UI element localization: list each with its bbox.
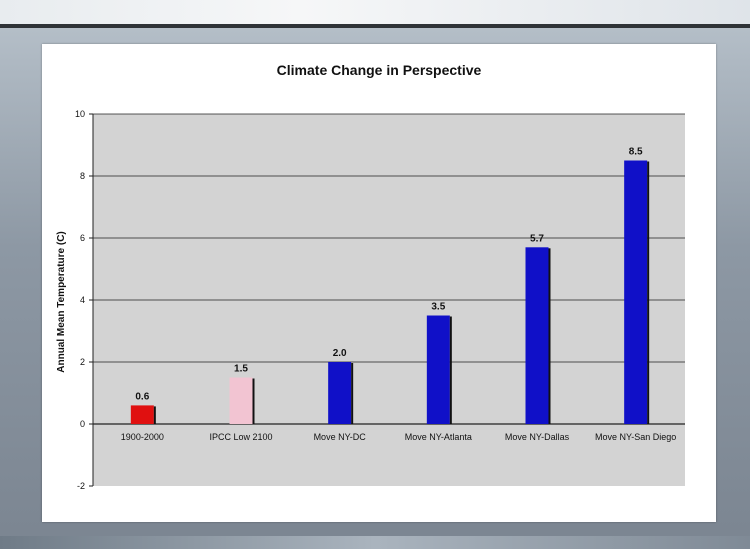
bar: [426, 315, 450, 424]
y-axis-label: Annual Mean Temperature (C): [56, 231, 67, 373]
bar: [624, 160, 648, 424]
slide-bottom-band: [0, 536, 750, 549]
plot-area: -2 0 2 4 6 8 10 0.6 1900-2000 1.5 IPCC Low 2100 2.0…: [75, 109, 685, 491]
bar-value-label: 0.6: [135, 391, 149, 402]
y-tick-label: 0: [80, 419, 85, 429]
bar-value-label: 3.5: [431, 302, 445, 313]
slide-top-rule: [0, 24, 750, 28]
bar-edge: [252, 378, 255, 424]
bar-chart: Climate Change in Perspective -2 0 2 4 6 8 10 0…: [56, 62, 685, 491]
y-tick-label: 2: [80, 357, 85, 367]
bar-edge: [647, 161, 650, 424]
bar: [525, 247, 549, 424]
bar-value-label: 1.5: [234, 364, 248, 375]
x-category-label: 1900-2000: [121, 432, 164, 442]
bar-value-label: 2.0: [333, 348, 347, 359]
y-tick-label: -2: [77, 481, 85, 491]
bar-edge: [153, 406, 156, 424]
bar-value-label: 8.5: [629, 147, 643, 158]
y-tick-label: 4: [80, 295, 85, 305]
y-tick-label: 6: [80, 233, 85, 243]
chart-title: Climate Change in Perspective: [277, 62, 482, 78]
bar-value-label: 5.7: [530, 233, 544, 244]
x-category-label: IPCC Low 2100: [209, 432, 272, 442]
x-category-label: Move NY-Atlanta: [405, 432, 472, 442]
bar-edge: [351, 363, 354, 424]
x-category-label: Move NY-Dallas: [505, 432, 570, 442]
x-category-label: Move NY-DC: [314, 432, 367, 442]
bar: [328, 362, 352, 424]
bar-edge: [449, 316, 452, 424]
x-category-label: Move NY-San Diego: [595, 432, 676, 442]
bar: [229, 377, 253, 424]
slide-top-band: [0, 0, 750, 24]
chart-card: Climate Change in Perspective -2 0 2 4 6 8 10 0…: [42, 44, 716, 522]
bar: [130, 405, 154, 424]
y-tick-label: 10: [75, 109, 85, 119]
y-tick-label: 8: [80, 171, 85, 181]
bar-edge: [548, 248, 551, 424]
